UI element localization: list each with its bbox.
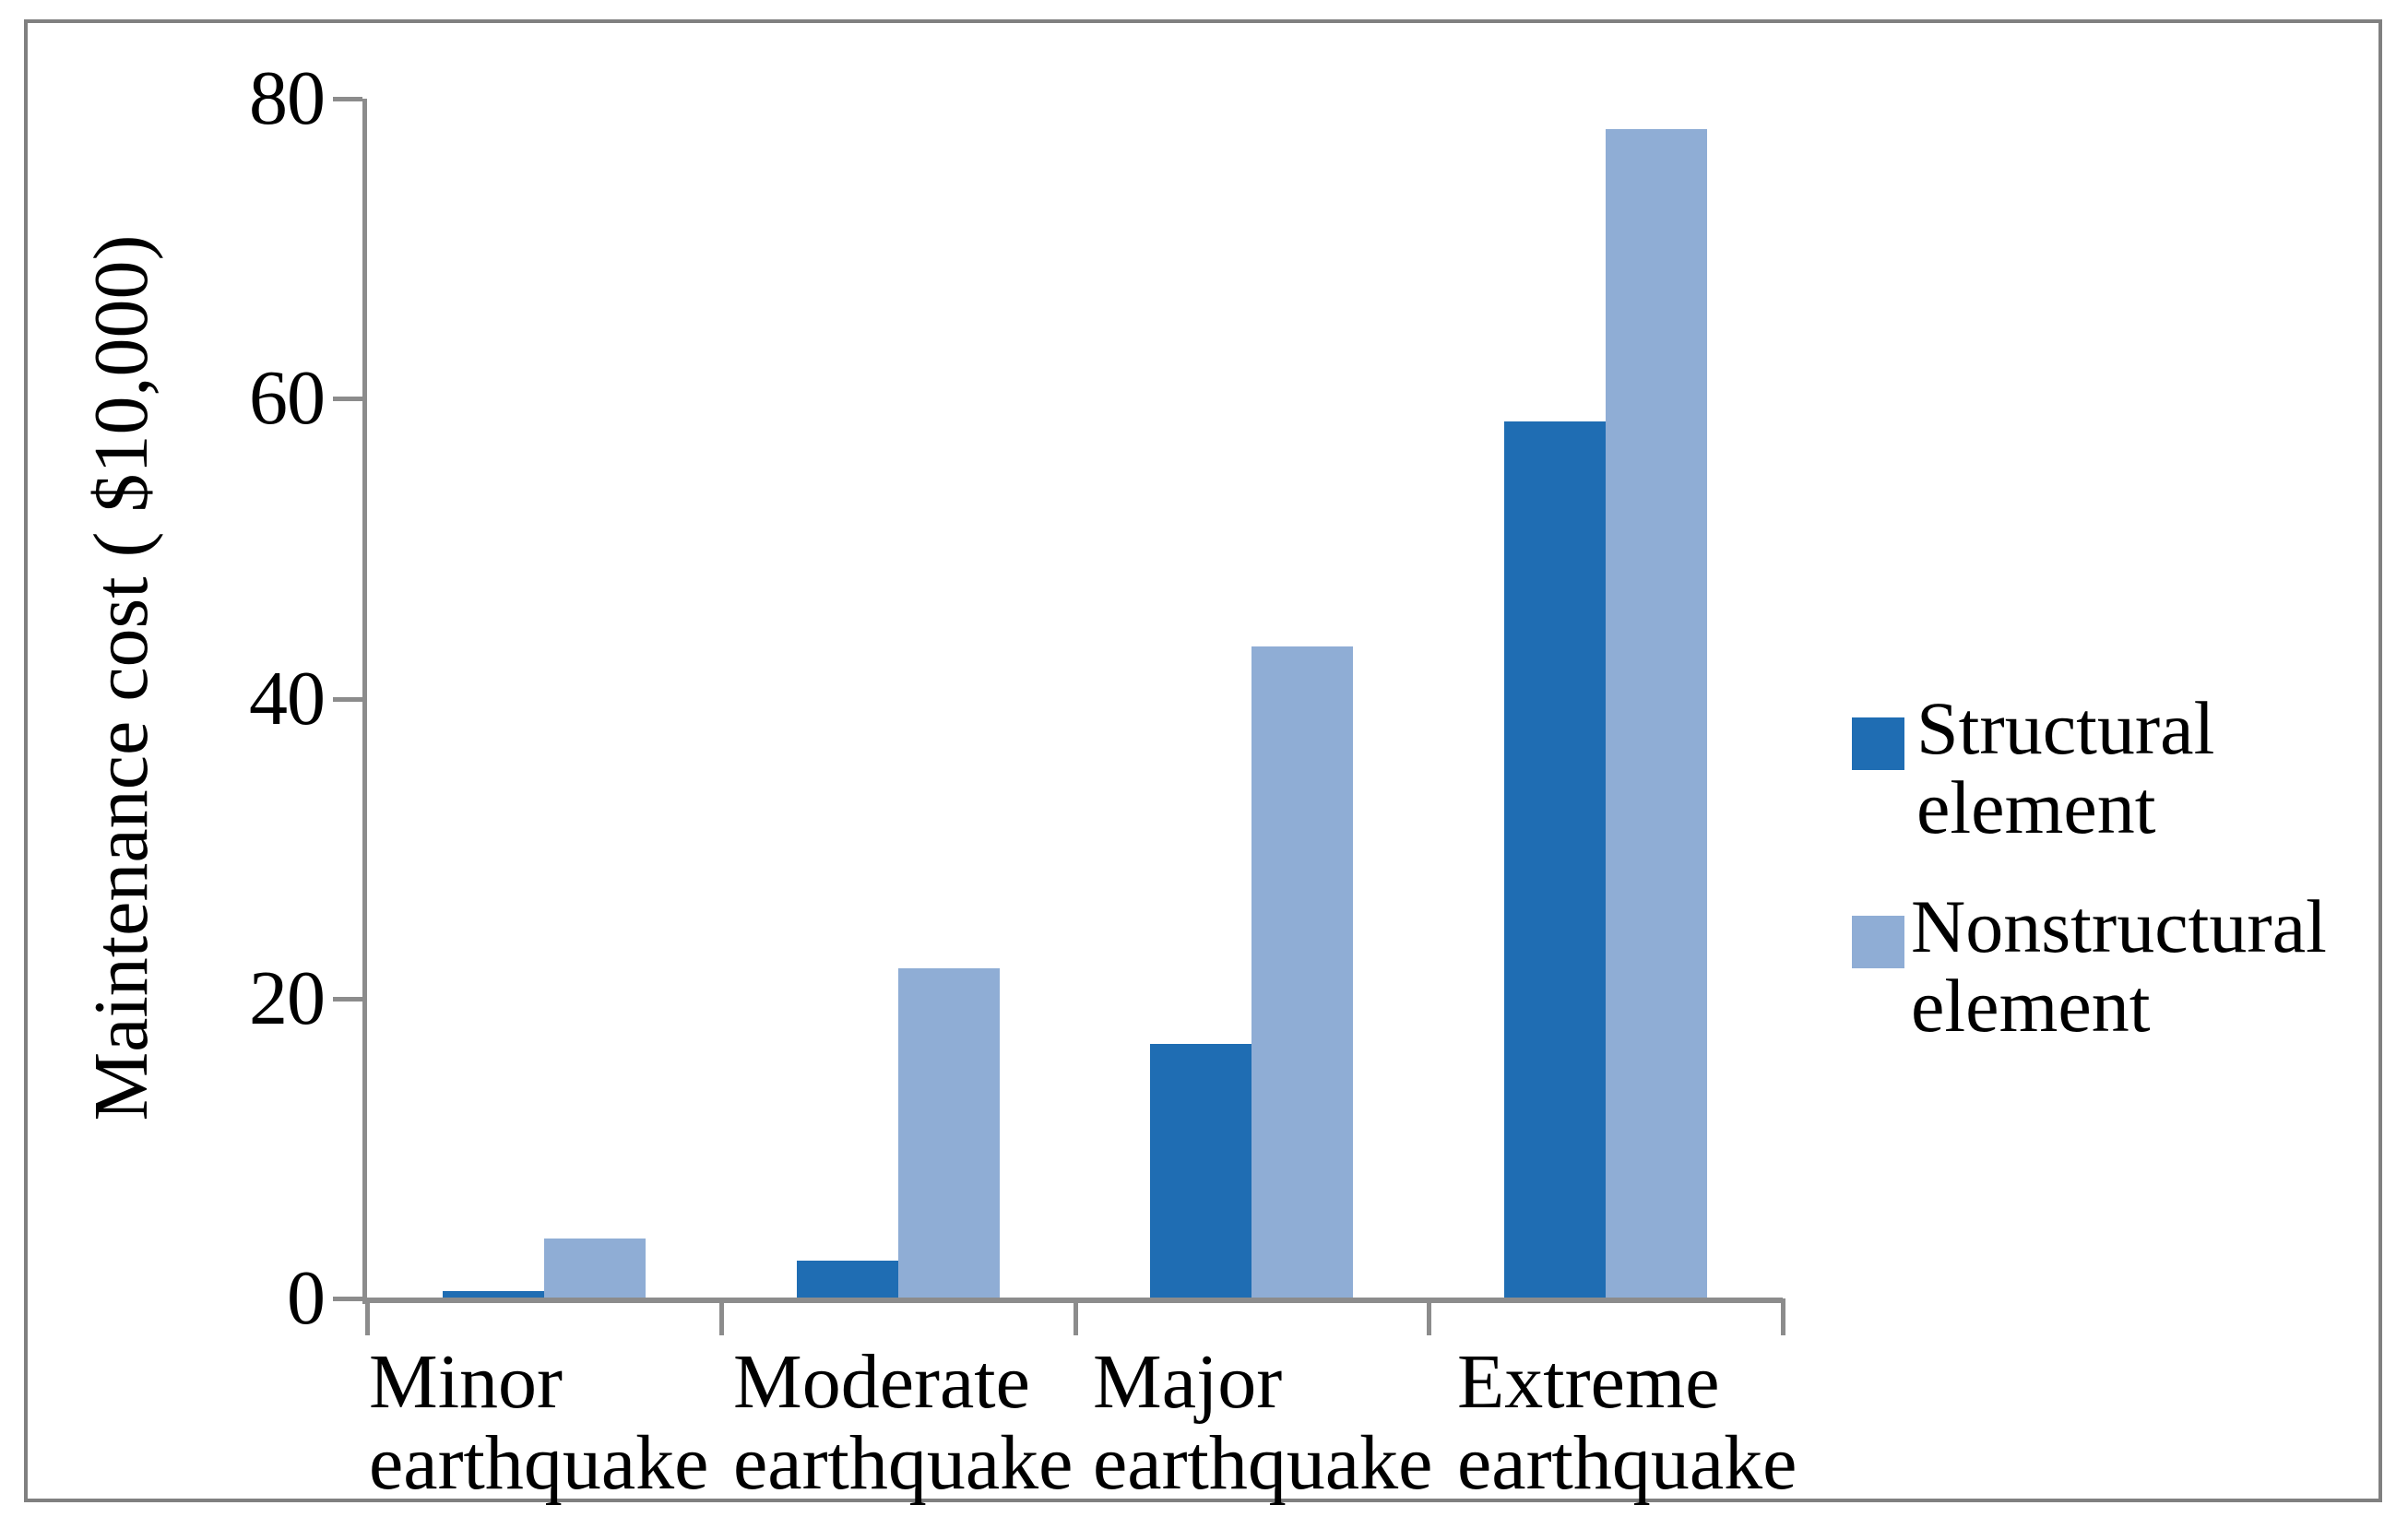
- x-category-label-line2: earthquake: [1457, 1420, 1797, 1506]
- y-tick-40: [333, 696, 362, 702]
- x-category-label-line1: Minor: [369, 1339, 563, 1425]
- legend-label-nonstructural-line1: Nonstructural: [1911, 884, 2327, 968]
- y-tick-label-40: 40: [249, 655, 326, 741]
- x-category-label-line2: earthquake: [1093, 1420, 1433, 1506]
- x-category-label-major: Major earthquake: [1093, 1342, 1447, 1504]
- legend-swatch-nonstructural: [1852, 916, 1904, 968]
- y-axis-line: [362, 99, 367, 1304]
- x-category-label-line2: earthquake: [369, 1420, 709, 1506]
- y-tick-label-60: 60: [249, 355, 326, 442]
- bar-nonstructural-major: [1251, 646, 1354, 1298]
- x-category-label-line1: Major: [1093, 1339, 1283, 1425]
- y-tick-label-20: 20: [249, 954, 326, 1041]
- legend-label-structural-line2: element: [1916, 765, 2156, 849]
- bar-nonstructural-minor: [543, 1238, 646, 1298]
- x-tick-2: [1073, 1298, 1078, 1335]
- x-tick-0: [365, 1298, 370, 1335]
- y-tick-80: [333, 97, 362, 101]
- y-tick-0: [333, 1297, 362, 1301]
- legend-label-structural-line1: Structural: [1916, 686, 2215, 770]
- y-tick-60: [333, 397, 362, 402]
- bar-structural-major: [1150, 1043, 1252, 1298]
- legend-swatch-structural: [1852, 717, 1904, 770]
- legend-label-structural: Structural element: [1916, 689, 2214, 847]
- bar-structural-moderate: [796, 1261, 898, 1298]
- x-tick-1: [718, 1298, 724, 1335]
- legend-label-nonstructural: Nonstructural element: [1911, 887, 2327, 1046]
- bar-nonstructural-extreme: [1606, 128, 1708, 1298]
- x-tick-3: [1427, 1298, 1432, 1335]
- y-tick-label-80: 80: [249, 55, 326, 141]
- y-tick-label-0: 0: [287, 1255, 326, 1341]
- x-category-label-line1: Extreme: [1457, 1339, 1720, 1425]
- bar-structural-minor: [442, 1290, 544, 1298]
- y-tick-20: [333, 996, 362, 1002]
- bar-structural-extreme: [1504, 421, 1607, 1298]
- x-category-label-minor: Minor earthquake: [369, 1342, 723, 1504]
- x-tick-4: [1781, 1298, 1785, 1335]
- x-category-label-line2: earthquake: [733, 1420, 1074, 1506]
- x-axis-line: [362, 1298, 1783, 1303]
- legend-label-nonstructural-line2: element: [1911, 964, 2151, 1048]
- bar-nonstructural-moderate: [897, 968, 1000, 1298]
- x-category-label-moderate: Moderate earthquake: [733, 1342, 1087, 1504]
- x-category-label-extreme: Extreme earthquake: [1457, 1342, 1811, 1504]
- x-category-label-line1: Moderate: [733, 1339, 1030, 1425]
